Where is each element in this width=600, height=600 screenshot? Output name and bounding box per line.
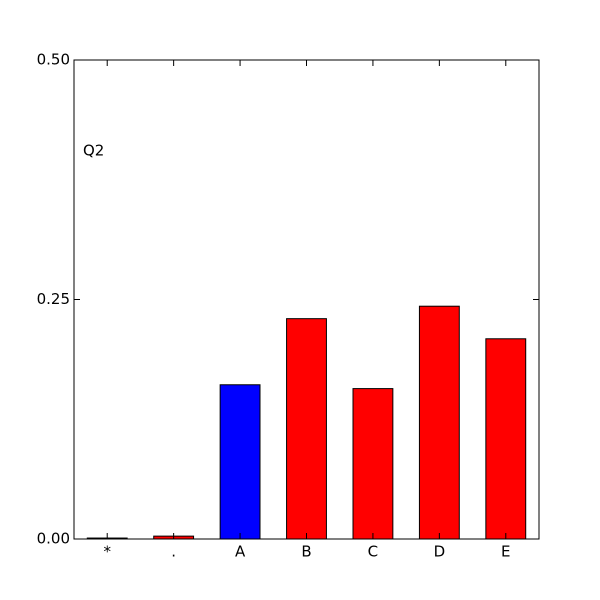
x-tick-label: D (434, 543, 446, 561)
x-tick-label: E (501, 543, 510, 561)
x-tick-label: B (301, 543, 311, 561)
x-tick-label: C (368, 543, 378, 561)
x-tick-label: . (171, 543, 176, 561)
bar (418, 305, 460, 540)
bar (219, 384, 261, 540)
x-tick-label: A (235, 543, 246, 561)
bar (352, 388, 394, 540)
marks (86, 305, 527, 540)
y-tick-label: 0.25 (37, 290, 70, 308)
annotation: Q2 (83, 142, 104, 160)
bar (485, 338, 527, 540)
y-tick-label: 0.00 (37, 530, 70, 548)
y-tick-label: 0.50 (37, 51, 70, 69)
bar (286, 318, 327, 540)
x-tick-label: * (103, 543, 111, 561)
